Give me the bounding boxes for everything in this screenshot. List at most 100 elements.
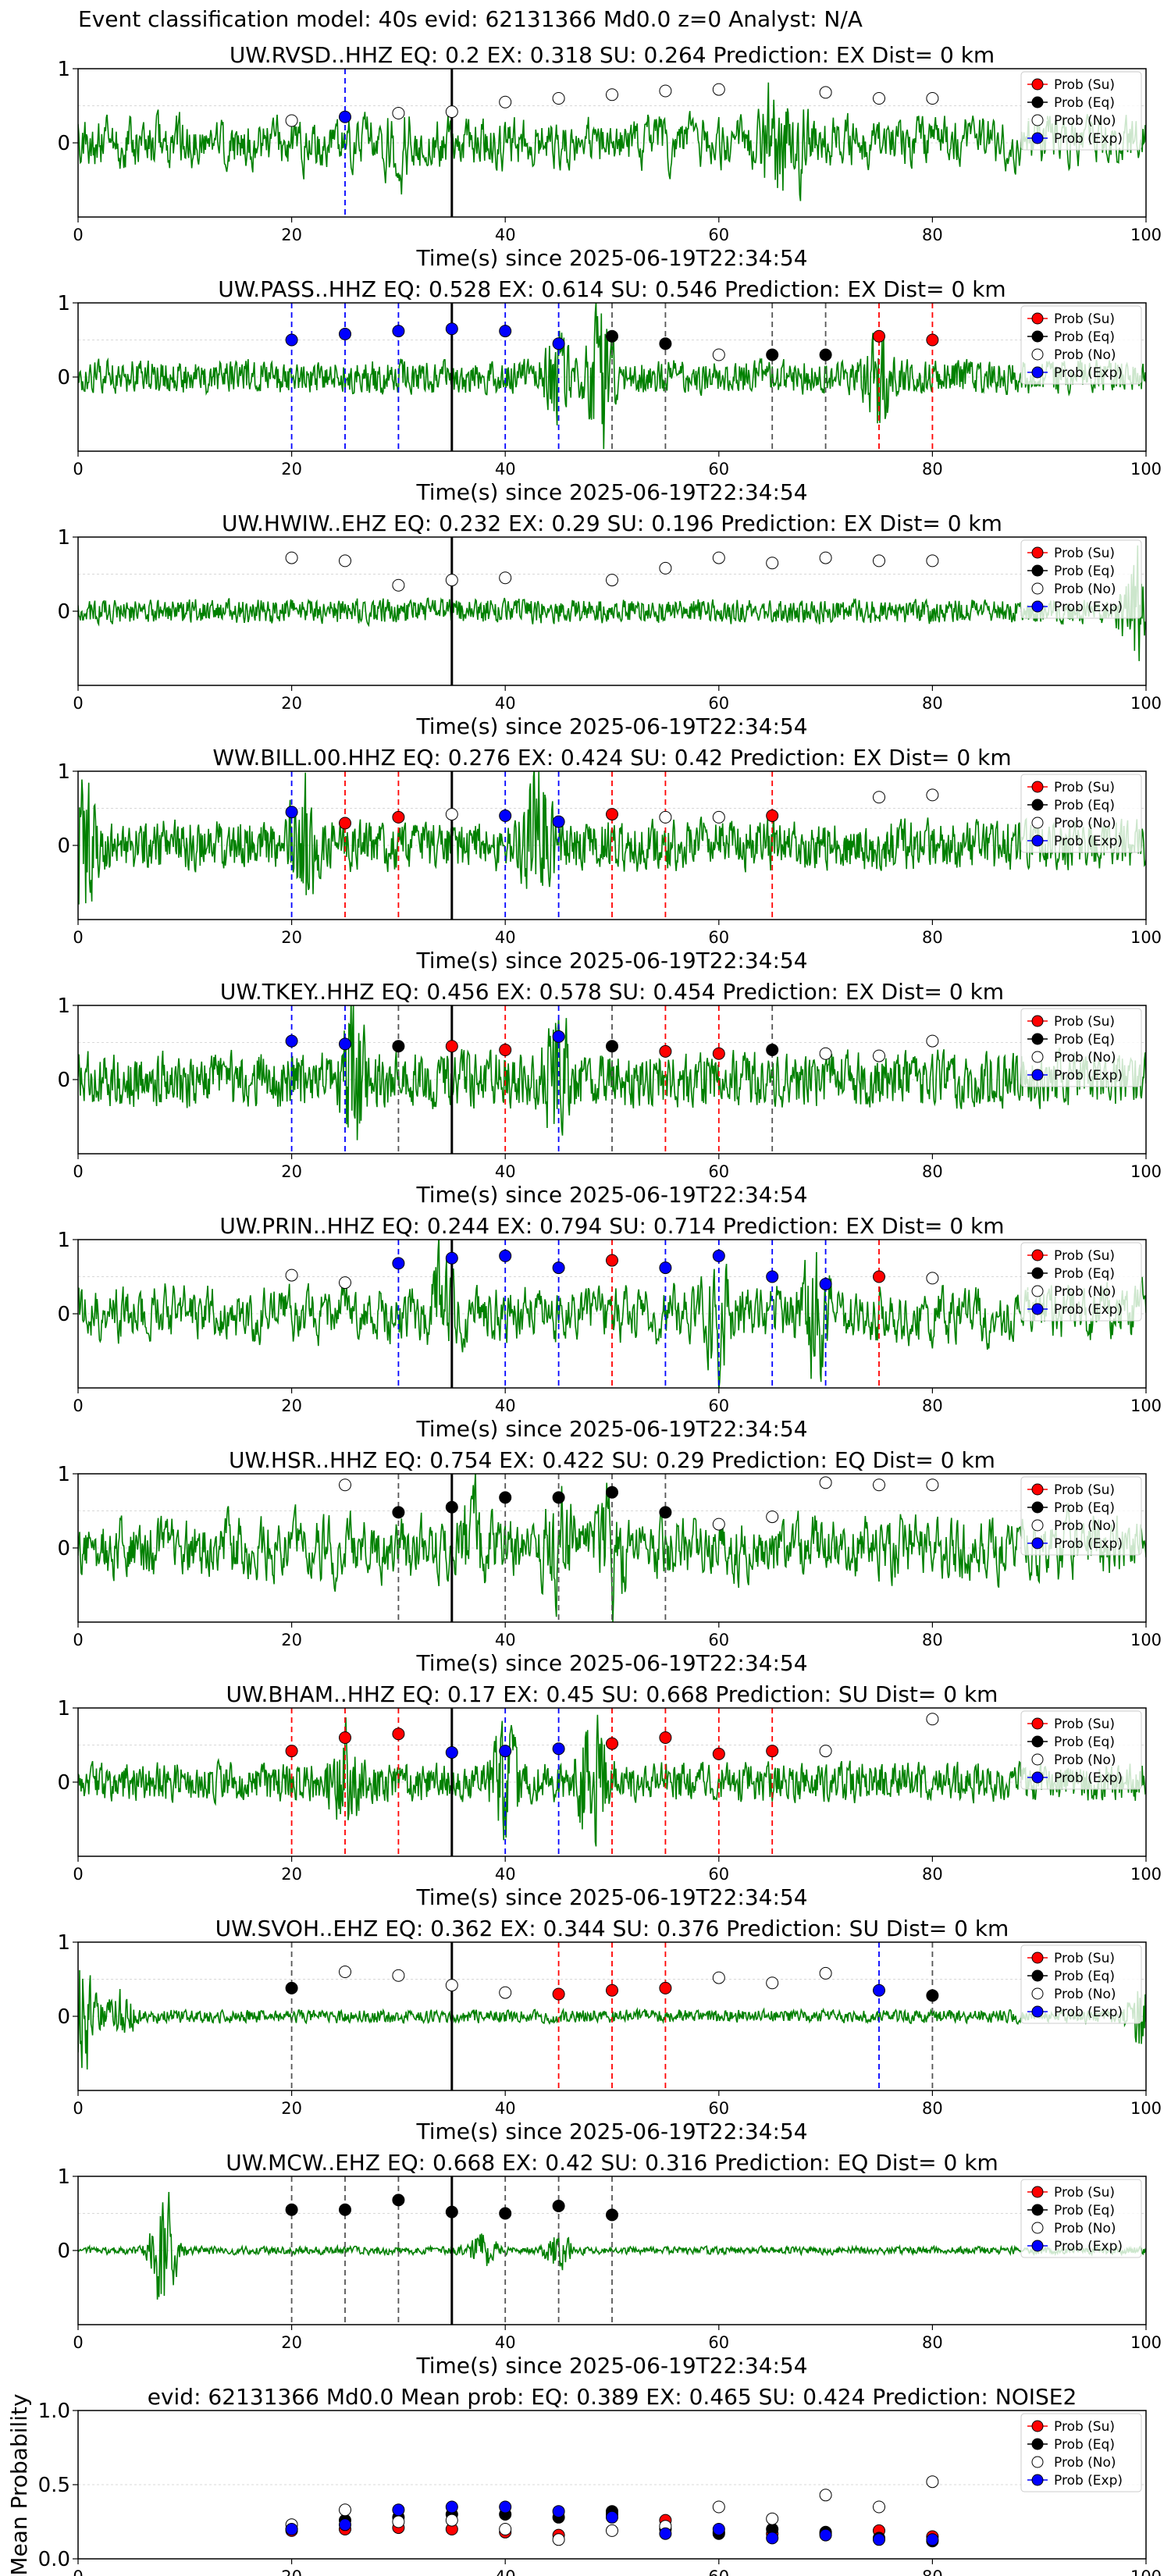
prob-point-exp <box>712 2523 725 2535</box>
prob-point-exp <box>766 2532 779 2545</box>
legend-label: Prob (Su) <box>1054 1482 1115 1498</box>
prob-point-no <box>873 92 885 105</box>
x-tick-label: 100 <box>1130 1865 1162 1884</box>
prob-point-no <box>766 557 779 570</box>
prob-point-su <box>392 810 405 824</box>
x-tick-label: 0 <box>73 1397 83 1415</box>
y-tick-label: 1 <box>57 2165 70 2189</box>
prob-point-no <box>339 1276 351 1290</box>
legend-marker-no <box>1031 1753 1044 1766</box>
panel-title: UW.TKEY..HHZ EQ: 0.456 EX: 0.578 SU: 0.4… <box>220 979 1004 1005</box>
prob-point-eq <box>926 1989 939 2002</box>
prob-point-no <box>712 810 725 824</box>
x-tick-label: 100 <box>1130 694 1162 713</box>
legend-box <box>1020 2413 1142 2492</box>
prob-point-eq <box>499 1491 512 1504</box>
prob-point-su <box>606 808 618 821</box>
x-axis-label: Time(s) since 2025-06-19T22:34:54 <box>415 479 807 505</box>
legend-box <box>1020 1242 1142 1322</box>
legend-box <box>1020 1944 1142 2024</box>
legend-box <box>1020 539 1142 619</box>
legend: Prob (Su) Prob (Eq) Prob (No) Prob (Exp) <box>1020 71 1142 151</box>
prob-point-exp <box>659 2527 672 2540</box>
y-tick-label: 1 <box>57 1931 70 1955</box>
prob-point-no <box>712 551 725 564</box>
legend-box <box>1020 1008 1142 1087</box>
prob-point-no <box>819 1745 832 1758</box>
legend-box <box>1020 2179 1142 2258</box>
legend-label: Prob (Eq) <box>1054 1266 1115 1282</box>
x-tick-label: 80 <box>922 694 943 713</box>
panel-6: UW.PRIN..HHZ EQ: 0.244 EX: 0.794 SU: 0.7… <box>57 1213 1162 1442</box>
prob-point-exp <box>659 1261 672 1275</box>
x-tick-label: 80 <box>922 226 943 244</box>
prob-point-eq <box>766 1044 779 1056</box>
x-axis-label: Time(s) since 2025-06-19T22:34:54 <box>415 1884 807 1910</box>
prob-point-no <box>926 788 939 802</box>
prob-point-su <box>339 1731 351 1744</box>
prob-point-no <box>873 791 885 804</box>
prob-point-su <box>712 1047 725 1060</box>
y-tick-label: 1 <box>57 1229 70 1252</box>
y-tick-label: 0 <box>57 1069 70 1092</box>
prob-point-no <box>712 83 725 96</box>
panel-title: WW.BILL.00.HHZ EQ: 0.276 EX: 0.424 SU: 0… <box>212 745 1011 770</box>
x-axis-label: Time(s) since 2025-06-19T22:34:54 <box>415 1416 807 1442</box>
legend-box <box>1020 1476 1142 1556</box>
prob-point-no <box>926 2475 939 2489</box>
prob-point-no <box>606 574 618 587</box>
legend-marker-su <box>1031 2186 1044 2198</box>
y-axis-label: Mean Probability <box>6 2393 32 2575</box>
prob-point-eq <box>285 1981 298 1994</box>
x-tick-label: 60 <box>708 2567 729 2576</box>
legend-label: Prob (Eq) <box>1054 1032 1115 1048</box>
prob-point-no <box>392 1969 405 1982</box>
legend-marker-no <box>1031 1285 1044 1297</box>
prob-point-exp <box>499 2500 512 2514</box>
legend-marker-eq <box>1031 1969 1044 1982</box>
prob-point-eq <box>339 2203 351 2216</box>
x-tick-label: 100 <box>1130 460 1162 479</box>
legend-marker-exp <box>1031 1303 1044 1315</box>
x-tick-label: 20 <box>281 1631 302 1649</box>
prob-point-no <box>819 2489 832 2502</box>
legend: Prob (Su) Prob (Eq) Prob (No) Prob (Exp) <box>1020 1710 1142 1790</box>
legend-label: Prob (No) <box>1054 1050 1116 1066</box>
panel-title: UW.RVSD..HHZ EQ: 0.2 EX: 0.318 SU: 0.264… <box>230 42 995 68</box>
prob-point-su <box>285 1745 298 1758</box>
x-tick-label: 40 <box>495 928 516 947</box>
prob-point-eq <box>606 329 618 343</box>
y-tick-label: 0.5 <box>38 2474 70 2497</box>
legend-marker-exp <box>1031 834 1044 847</box>
prob-point-no <box>339 1966 351 1978</box>
prob-point-eq <box>445 2205 458 2218</box>
prob-point-su <box>766 1745 779 1758</box>
prob-point-su <box>339 817 351 830</box>
x-tick-label: 40 <box>495 1865 516 1884</box>
panel-5: UW.TKEY..HHZ EQ: 0.456 EX: 0.578 SU: 0.4… <box>57 979 1162 1208</box>
prob-point-su <box>606 1254 618 1267</box>
prob-point-su <box>499 1044 512 1056</box>
legend-label: Prob (Su) <box>1054 1951 1115 1966</box>
prob-point-exp <box>392 325 405 338</box>
prob-point-no <box>712 1971 725 1984</box>
prob-point-no <box>392 578 405 592</box>
panel-9: UW.SVOH..EHZ EQ: 0.362 EX: 0.344 SU: 0.3… <box>57 1916 1162 2144</box>
x-tick-label: 60 <box>708 2333 729 2352</box>
prob-point-no <box>445 1979 458 1992</box>
legend-label: Prob (No) <box>1054 347 1116 363</box>
legend-label: Prob (Eq) <box>1054 564 1115 579</box>
x-tick-label: 60 <box>708 460 729 479</box>
prob-point-no <box>926 1713 939 1726</box>
legend-label: Prob (No) <box>1054 582 1116 597</box>
y-tick-label: 0 <box>57 1771 70 1795</box>
legend-marker-su <box>1031 78 1044 91</box>
prob-point-exp <box>499 1745 512 1758</box>
legend-label: Prob (No) <box>1054 1752 1116 1768</box>
prob-point-eq <box>392 1040 405 1053</box>
y-tick-label: 0 <box>57 834 70 858</box>
legend-label: Prob (Exp) <box>1054 131 1123 147</box>
legend-label: Prob (Su) <box>1054 2419 1115 2435</box>
prob-point-exp <box>499 809 512 822</box>
prob-point-eq <box>606 2208 618 2222</box>
